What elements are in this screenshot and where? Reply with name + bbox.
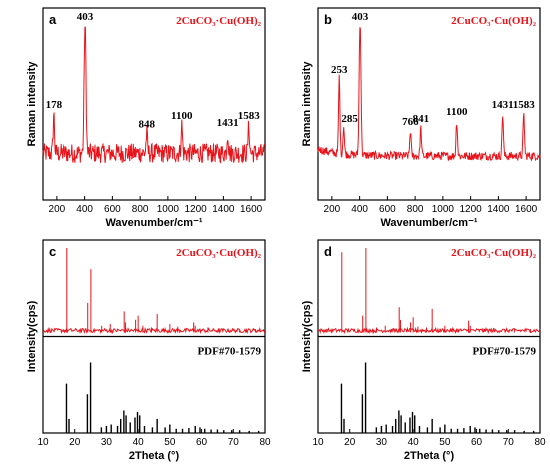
peak-label: 841: [413, 113, 430, 125]
x-axis-label: Wavenumber/cm⁻¹: [105, 217, 202, 229]
y-axis-label: Raman intensity: [26, 61, 38, 147]
panel-letter-b: b: [324, 12, 332, 27]
x-tick-label: 50: [164, 437, 176, 448]
x-tick-label: 60: [196, 437, 208, 448]
x-tick-label: 600: [379, 204, 396, 215]
peak-label: 1100: [171, 110, 193, 122]
plot-frame: [42, 7, 266, 201]
y-axis-label: Raman intensity: [301, 61, 313, 147]
x-tick-label: 80: [259, 437, 271, 448]
x-tick-label: 20: [344, 437, 356, 448]
peak-label: 1583: [513, 99, 536, 111]
legend-label: 2CuCO₃·Cu(OH)₂: [451, 15, 537, 27]
x-tick-label: 50: [439, 437, 451, 448]
reference-label: PDF#70-1579: [197, 346, 261, 358]
chart-panel-a: a 200 400 600 800 1000 1200 1400 1600 Wavenumber/…: [26, 7, 266, 229]
x-tick-label: 80: [534, 437, 546, 448]
x-tick-label: 600: [104, 204, 121, 215]
peak-label: 1431: [217, 117, 239, 129]
x-tick-label: 200: [49, 204, 66, 215]
x-tick-label: 1200: [460, 204, 483, 215]
x-tick-label: 10: [312, 437, 324, 448]
x-tick-label: 1000: [432, 204, 455, 215]
y-axis-label: Intensity(cps): [301, 300, 313, 372]
peak-label: 848: [139, 119, 156, 131]
x-tick-label: 30: [101, 437, 113, 448]
plot-frame: [317, 7, 541, 201]
x-tick-label: 70: [503, 437, 515, 448]
peak-label: 178: [46, 99, 63, 111]
sample-baseline: [317, 326, 541, 335]
legend-label: 2CuCO₃·Cu(OH)₂: [451, 247, 537, 259]
panel-letter-c: c: [49, 244, 56, 259]
x-tick-label: 40: [133, 437, 145, 448]
raman-spectrum-line: [317, 27, 541, 162]
x-axis-label: 2Theta (°): [404, 450, 455, 462]
x-tick-label: 1200: [185, 204, 208, 215]
x-axis-label: Wavenumber/cm⁻¹: [380, 217, 477, 229]
peak-label: 1583: [238, 110, 261, 122]
x-tick-label: 60: [471, 437, 483, 448]
x-tick-label: 70: [228, 437, 240, 448]
x-tick-label: 800: [132, 204, 149, 215]
x-tick-label: 800: [407, 204, 424, 215]
peak-label: 1100: [446, 106, 468, 118]
x-tick-label: 1400: [487, 204, 510, 215]
x-axis-label: 2Theta (°): [129, 450, 180, 462]
chart-panel-d: d 10 20 30 40 50 60 70 80 2Theta (°) Intensity(cps…: [301, 239, 546, 462]
x-tick-label: 400: [76, 204, 93, 215]
peak-label: 253: [331, 64, 348, 76]
x-tick-label: 400: [351, 204, 368, 215]
x-tick-label: 40: [408, 437, 420, 448]
peak-label: 1431: [492, 99, 514, 111]
peak-label: 403: [352, 11, 369, 23]
panel-letter-d: d: [324, 244, 332, 259]
peak-label: 285: [341, 113, 358, 125]
x-tick-label: 10: [37, 437, 49, 448]
legend-label: 2CuCO₃·Cu(OH)₂: [176, 247, 262, 259]
raman-spectrum-line: [42, 26, 265, 164]
chart-panel-b: b 200 400 600 800 1000 1200 1400 1600 Wavenumber/…: [301, 7, 541, 229]
sample-baseline: [42, 326, 266, 335]
peak-label: 766: [402, 116, 419, 128]
x-tick-label: 1600: [515, 204, 538, 215]
peak-label: 403: [77, 11, 94, 23]
panel-letter-a: a: [49, 12, 57, 27]
x-tick-label: 200: [324, 204, 341, 215]
x-tick-label: 20: [69, 437, 81, 448]
reference-label: PDF#70-1579: [472, 346, 536, 358]
chart-panel-c: c 10 20 30 40 50 60 70 80 2Theta (°) Intensity(cps…: [26, 239, 271, 462]
x-tick-label: 1400: [212, 204, 235, 215]
x-tick-label: 1600: [240, 204, 263, 215]
x-tick-label: 30: [376, 437, 388, 448]
y-axis-label: Intensity(cps): [26, 300, 38, 372]
x-tick-label: 1000: [157, 204, 180, 215]
legend-label: 2CuCO₃·Cu(OH)₂: [176, 15, 262, 27]
